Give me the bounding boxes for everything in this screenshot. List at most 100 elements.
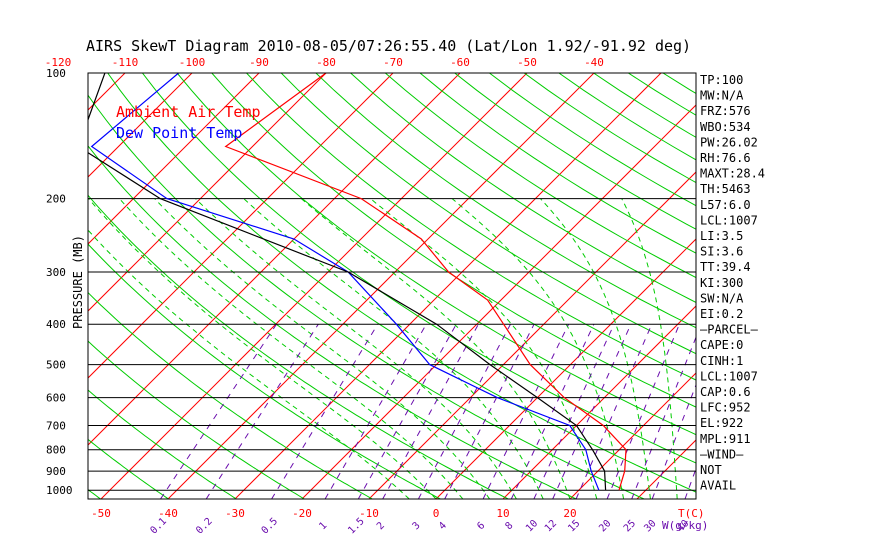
index-item: CAP:0.6 (700, 385, 751, 399)
top-temp-tick-labels: -120 -110 -100 -90 -80 -70 -60 -50 -40 (45, 56, 604, 69)
moist-adiabat-line (195, 198, 517, 499)
mixing-ratio-tick-label: 20 (597, 518, 613, 534)
top-temp-tick-label: -90 (249, 56, 269, 69)
mixing-ratio-line (631, 335, 696, 499)
moist-adiabat-line (300, 198, 571, 499)
top-temp-tick-label: -50 (517, 56, 537, 69)
dry-adiabat-line (88, 145, 577, 499)
isotherm-line (368, 171, 696, 499)
mixing-ratio-line (510, 323, 595, 499)
series-line (224, 73, 627, 491)
mixing-ratio-tick-label: 25 (622, 518, 638, 534)
bottom-temp-tick-label: -50 (91, 507, 111, 520)
isotherm-lines (0, 73, 696, 499)
top-temp-tick-label: -40 (584, 56, 604, 69)
mixing-ratio-tick-label: 3 (411, 520, 423, 532)
mixing-ratio-tick-label: 8 (504, 520, 516, 532)
moist-adiabat-line (540, 198, 651, 499)
bottom-temp-tick-label: 10 (496, 507, 509, 520)
moist-adiabat-line (370, 198, 598, 499)
index-item: FRZ:576 (700, 104, 751, 118)
top-temp-tick-label: -80 (316, 56, 336, 69)
x-axis-label-mix: W(g/kg) (662, 519, 708, 532)
dry-adiabat-line (837, 73, 870, 499)
moist-adiabat-line (88, 198, 437, 499)
isotherm-line (569, 372, 696, 499)
mixing-ratio-tick-label: 12 (543, 518, 559, 534)
index-item: TT:39.4 (700, 260, 751, 274)
mixing-ratio-tick-label: 10 (524, 518, 540, 534)
mixing-ratio-line (482, 323, 570, 499)
pressure-tick-label: 400 (46, 318, 66, 331)
dry-adiabat-line (211, 73, 696, 408)
bottom-temp-tick-label: 20 (563, 507, 576, 520)
isotherm-line (502, 305, 696, 499)
y-axis-label: PRESSURE (MB) (71, 235, 85, 329)
mixing-ratio-tick-label: 1 (317, 520, 329, 532)
index-item: SI:3.6 (700, 245, 743, 259)
dry-adiabat-line (767, 73, 870, 499)
index-item: L57:6.0 (700, 198, 751, 212)
moist-adiabat-line (154, 198, 491, 499)
legend-dewpoint: Dew Point Temp (116, 124, 242, 142)
bottom-temp-tick-label: -40 (158, 507, 178, 520)
index-item: LCL:1007 (700, 213, 758, 227)
index-item: —PARCEL— (700, 323, 759, 337)
mixing-ratio-line (575, 324, 653, 499)
mixing-ratio-line (382, 323, 479, 499)
moist-adiabat-line (243, 198, 544, 499)
pressure-tick-label: 500 (46, 359, 66, 372)
mixing-ratio-line (205, 323, 319, 499)
isotherm-line (88, 73, 327, 312)
moist-adiabat-lines (88, 198, 678, 499)
index-item: NOT (700, 463, 722, 477)
isotherm-line (301, 104, 696, 499)
index-item: RH:76.6 (700, 151, 751, 165)
index-item: CAPE:0 (700, 338, 743, 352)
isotherm-line (0, 73, 58, 499)
index-item: SW:N/A (700, 291, 744, 305)
mixing-ratio-lines (160, 323, 696, 499)
dry-adiabat-line (142, 73, 696, 464)
moist-adiabat-line (119, 198, 464, 499)
index-item: MW:N/A (700, 89, 744, 103)
mixing-ratio-tick-label: 0.5 (260, 516, 281, 537)
mixing-ratio-line (357, 323, 457, 499)
mixing-ratio-line (271, 323, 379, 499)
dry-adiabat-line (88, 489, 101, 499)
moist-adiabat-line (451, 198, 625, 499)
dry-adiabat-line (88, 389, 237, 499)
mixing-ratio-line (324, 323, 427, 499)
index-item: EI:0.2 (700, 307, 743, 321)
dry-adiabat-line (315, 73, 696, 329)
mixing-ratio-tick-label: 15 (566, 518, 582, 534)
index-item: CINH:1 (700, 354, 743, 368)
dry-adiabat-line (384, 73, 696, 279)
pressure-tick-label: 800 (46, 444, 66, 457)
legend-ambient: Ambient Air Temp (116, 103, 261, 121)
dry-adiabat-line (419, 73, 696, 254)
isotherm-line (167, 73, 595, 499)
bottom-temp-tick-labels: -50 -40 -30 -20 -10 0 10 20 (91, 507, 577, 520)
index-item: MPL:911 (700, 432, 751, 446)
pressure-tick-label: 700 (46, 420, 66, 433)
isotherm-line (88, 73, 126, 111)
pressure-tick-label: 200 (46, 193, 66, 206)
index-item: WBO:534 (700, 120, 751, 134)
pressure-tick-label: 1000 (46, 484, 73, 497)
top-temp-tick-label: -120 (45, 56, 72, 69)
bottom-temp-tick-label: 0 (433, 507, 440, 520)
dry-adiabat-line (88, 438, 169, 499)
top-temp-tick-label: -60 (450, 56, 470, 69)
dry-adiabat-lines (88, 73, 870, 499)
isotherm-line (88, 73, 394, 379)
dry-adiabat-line (489, 73, 696, 207)
mixing-ratio-line (552, 323, 632, 499)
bottom-temp-tick-label: -30 (225, 507, 245, 520)
index-item: TP:100 (700, 73, 743, 87)
index-item: LFC:952 (700, 401, 751, 415)
dry-adiabat-line (88, 291, 373, 499)
isotherm-line (88, 73, 260, 245)
dry-adiabat-line (246, 73, 696, 381)
